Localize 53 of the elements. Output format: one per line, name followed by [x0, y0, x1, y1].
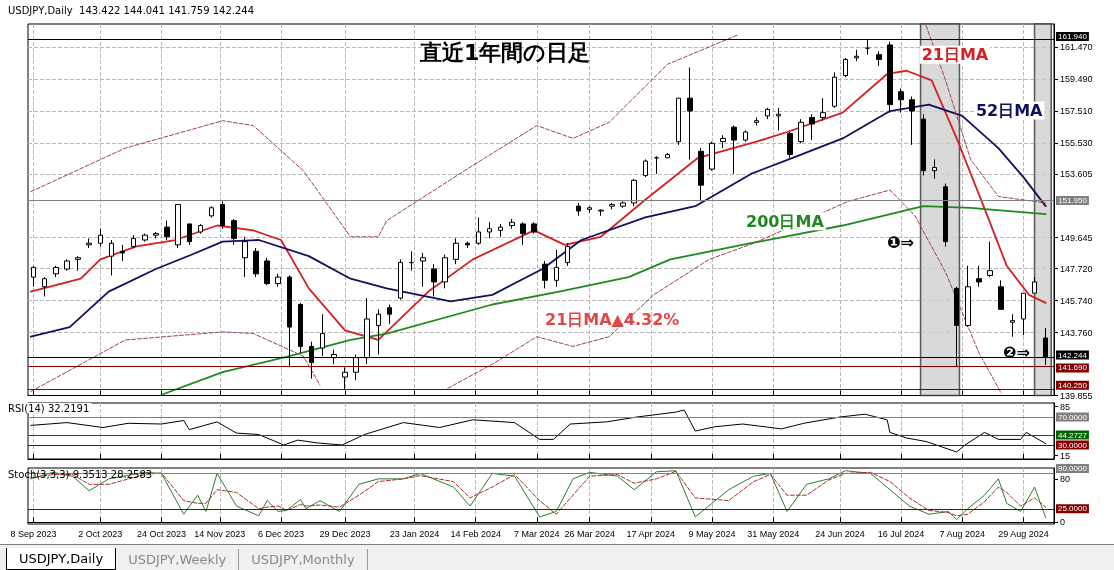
- ref-line-label: 142.244: [1058, 350, 1088, 360]
- x-tick-label: 14 Nov 2023: [194, 528, 246, 539]
- x-tick-label: 8 Sep 2023: [10, 528, 57, 539]
- x-tick-label: 29 Dec 2023: [319, 528, 371, 539]
- ref-line-label: 141.690: [1058, 363, 1088, 373]
- y-tick-label: 85: [1060, 401, 1071, 412]
- series-label: 200日MA: [746, 211, 825, 231]
- y-tick-label: 139.855: [1060, 390, 1093, 401]
- x-tick-label: 16 Jul 2024: [877, 528, 925, 539]
- y-tick-label: 0: [1060, 517, 1066, 528]
- chart-title: Stoch(3,3,3) 9.3513 28.2583: [8, 468, 153, 480]
- ref-line-label: 44.2727: [1058, 430, 1088, 440]
- y-tick-label: 159.490: [1060, 73, 1093, 84]
- text: USDJPY,Weekly: [116, 549, 240, 570]
- ref-line-label: 161.940: [1058, 31, 1088, 41]
- ref-line-label: 151.950: [1058, 196, 1088, 206]
- y-tick-label: 157.510: [1060, 105, 1093, 116]
- y-tick-label: 145.740: [1060, 295, 1093, 306]
- y-tick-label: 149.645: [1060, 232, 1093, 243]
- annotation: ❷⇒: [1003, 342, 1030, 362]
- x-tick-label: 7 Aug 2024: [939, 528, 986, 539]
- ref-line-label: 25.0000: [1058, 504, 1088, 514]
- series-label: 52日MA: [975, 101, 1044, 121]
- x-tick-label: 17 Apr 2024: [626, 528, 676, 539]
- x-tick-label: 6 Dec 2023: [258, 528, 305, 539]
- text: 直近1年間の日足: [419, 39, 591, 65]
- ref-line-label: 70.0000: [1058, 412, 1088, 422]
- x-tick-label: 14 Feb 2024: [450, 528, 501, 539]
- x-tick-label: 26 Mar 2024: [564, 528, 615, 539]
- x-tick-label: 2 Oct 2023: [78, 528, 123, 539]
- x-tick-label: 9 May 2024: [688, 528, 736, 539]
- chart-title: USDJPY,Daily 143.422 144.041 141.759 142.244: [8, 4, 255, 16]
- text: USDJPY,Monthly: [239, 549, 368, 570]
- ref-line-label: 140.250: [1058, 380, 1088, 390]
- x-tick-label: 24 Jun 2024: [815, 528, 865, 539]
- annotation: ❶⇒: [887, 232, 914, 252]
- y-tick-label: 161.470: [1060, 42, 1093, 53]
- y-tick-label: 155.530: [1060, 137, 1093, 148]
- series-label: 21日MA: [921, 45, 989, 65]
- y-tick-label: 147.720: [1060, 263, 1093, 274]
- annotation: 21日MA▲4.32%: [545, 309, 680, 329]
- ref-line-label: 90.0000: [1058, 463, 1088, 473]
- y-tick-label: 80: [1060, 473, 1071, 484]
- chart-title: RSI(14) 32.2191: [8, 402, 90, 414]
- y-tick-label: 153.605: [1060, 168, 1093, 179]
- x-tick-label: 31 May 2024: [747, 528, 800, 539]
- x-tick-label: 29 Aug 2024: [998, 528, 1049, 539]
- ref-line-label: 30.0000: [1058, 440, 1088, 450]
- y-tick-label: 143.760: [1060, 327, 1093, 338]
- y-tick-label: 15: [1060, 450, 1071, 461]
- x-tick-label: 24 Oct 2023: [136, 528, 186, 539]
- x-tick-label: 7 Mar 2024: [514, 528, 560, 539]
- x-tick-label: 23 Jan 2024: [389, 528, 440, 539]
